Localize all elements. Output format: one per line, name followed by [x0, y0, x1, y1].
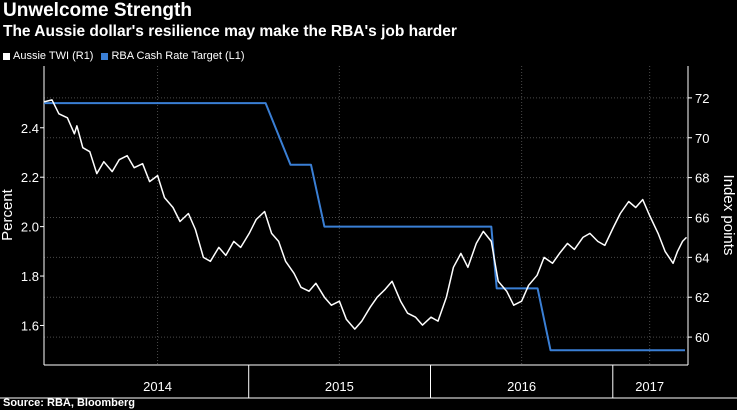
x-axis: 2014 2015 2016 2017: [0, 364, 737, 399]
series: [43, 99, 688, 352]
right-tick-label: 62: [695, 290, 709, 305]
legend-swatch-twi: [3, 52, 10, 60]
legend-item-twi: Aussie TWI (R1): [3, 49, 93, 63]
chart-subtitle: The Aussie dollar's resilience may make …: [3, 23, 457, 40]
right-tick-label: 66: [695, 210, 709, 225]
x-tick-label: 2016: [507, 379, 536, 394]
left-tick-label: 2.0: [21, 220, 39, 235]
right-tick-label: 60: [695, 330, 709, 345]
legend-swatch-cash-rate: [101, 52, 109, 60]
left-axis: 1.6 1.8 2.0 2.2 2.4: [21, 66, 45, 365]
left-tick-label: 2.4: [21, 121, 39, 136]
left-tick-label: 2.2: [21, 170, 39, 185]
legend-label-cash-rate: RBA Cash Rate Target (L1): [111, 50, 245, 62]
right-tick-label: 72: [695, 91, 709, 106]
right-tick-label: 70: [695, 131, 709, 146]
twi-line: [43, 99, 688, 330]
cash-rate-line: [44, 102, 685, 352]
right-axis-title: Index points: [720, 175, 737, 256]
legend-item-cash-rate: RBA Cash Rate Target (L1): [101, 49, 245, 63]
right-tick-label: 68: [695, 171, 709, 186]
left-axis-title: Percent: [0, 188, 16, 241]
left-tick-label: 1.6: [21, 318, 39, 333]
legend-label-twi: Aussie TWI (R1): [13, 50, 94, 62]
grid-lines: [44, 66, 688, 365]
chart-title: Unwelcome Strength: [3, 0, 192, 21]
source-note: Source: RBA, Bloomberg: [3, 397, 136, 409]
x-tick-label: 2014: [143, 379, 172, 394]
x-tick-label: 2017: [635, 379, 664, 394]
legend: Aussie TWI (R1) RBA Cash Rate Target (L1…: [3, 49, 253, 63]
left-tick-label: 1.8: [21, 269, 39, 284]
right-axis: 60 62 64 66 68 70 72: [687, 66, 709, 365]
right-tick-label: 64: [695, 250, 709, 265]
x-tick-label: 2015: [325, 379, 354, 394]
